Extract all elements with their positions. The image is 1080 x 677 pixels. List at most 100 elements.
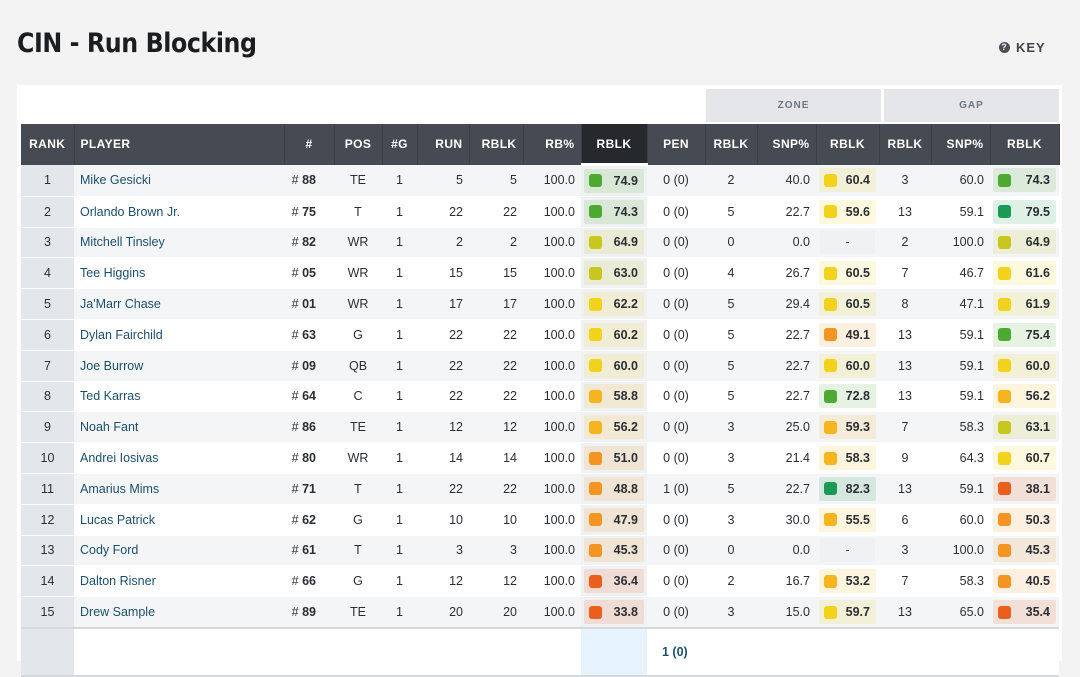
cell-games: 1 (382, 319, 417, 351)
cell-pen: 0 (0) (647, 442, 705, 474)
grade-badge: 61.6 (993, 261, 1056, 286)
cell-rank: 8 (21, 381, 74, 413)
cell-player[interactable]: Cody Ford (74, 535, 284, 567)
grade-swatch-icon (589, 605, 602, 619)
grade-swatch-icon (998, 389, 1011, 403)
table-row: 13 Cody Ford # 61 T 1 3 3 100.0 45.3 0 (0) 0 0.0-3 1… (21, 535, 1059, 567)
grade-value: 82.3 (845, 481, 870, 496)
grade-badge: 62.2 (584, 292, 644, 317)
totals-pen: 1 (0) (647, 626, 705, 677)
grade-value: 62.2 (613, 297, 638, 312)
grade-swatch-icon (589, 359, 602, 373)
cell-pos: TE (334, 596, 382, 629)
cell-player[interactable]: Dylan Fairchild (74, 319, 284, 351)
cell-player[interactable]: Joe Burrow (74, 350, 284, 382)
key-button[interactable]: ? KEY (999, 40, 1046, 55)
grade-badge: 60.0 (993, 353, 1056, 378)
grade-badge: 36.4 (584, 569, 644, 594)
grade-badge: 56.2 (993, 384, 1056, 409)
cell-gap-rblk-grade: 74.3 (990, 164, 1059, 197)
cell-zone-rblk: 3 (705, 596, 757, 629)
cell-games: 1 (382, 565, 417, 598)
grade-swatch-icon (824, 266, 837, 280)
cell-zone-rblk: 2 (705, 565, 757, 598)
cell-zone-rblk-grade: 72.8 (816, 381, 879, 413)
cell-pen: 1 (0) (647, 473, 705, 505)
col-header-gap-snp-pct[interactable]: SNP% (931, 124, 991, 165)
col-header-pen[interactable]: PEN (647, 124, 706, 165)
col-header-player[interactable]: PLAYER (74, 124, 285, 165)
cell-jersey: # 80 (284, 442, 334, 474)
cell-zone-rblk-grade: - (816, 227, 879, 259)
table-row: 4 Tee Higgins # 05 WR 1 15 15 100.0 63.0 0 (0) 4 26… (21, 257, 1059, 290)
cell-jersey: # 82 (284, 227, 334, 259)
grade-value: 35.4 (1025, 605, 1050, 620)
cell-pen: 0 (0) (647, 196, 705, 228)
cell-games: 1 (382, 350, 417, 382)
cell-run: 22 (417, 381, 469, 413)
col-header-rblk[interactable]: RBLK (469, 124, 524, 165)
col-header-zone-rblk[interactable]: RBLK (705, 124, 758, 165)
col-header-rank[interactable]: RANK (21, 124, 75, 165)
col-header-rb-pct[interactable]: RB% (523, 124, 582, 165)
cell-player[interactable]: Amarius Mims (74, 473, 284, 505)
column-header-row: RANK PLAYER # POS #G RUN RBLK RB% RBLK PEN RBLK SNP… (21, 124, 1060, 166)
col-header-games[interactable]: #G (382, 124, 418, 165)
grade-badge: 53.2 (819, 569, 876, 594)
cell-player[interactable]: Ja'Marr Chase (74, 288, 284, 320)
cell-player[interactable]: Orlando Brown Jr. (74, 196, 284, 228)
cell-player[interactable]: Drew Sample (74, 596, 284, 629)
col-header-pos[interactable]: POS (334, 124, 383, 165)
cell-pos: G (334, 319, 382, 351)
col-header-zone-snp-pct[interactable]: SNP% (757, 124, 817, 165)
totals-rblk-cell (581, 626, 647, 677)
cell-run: 10 (417, 504, 469, 536)
table-row: 11 Amarius Mims # 71 T 1 22 22 100.0 48.8 1 (0) 5 2… (21, 473, 1059, 505)
cell-player[interactable]: Ted Karras (74, 381, 284, 413)
cell-rblk: 17 (469, 288, 523, 320)
cell-rblk: 10 (469, 504, 523, 536)
cell-player[interactable]: Noah Fant (74, 411, 284, 444)
cell-player[interactable]: Dalton Risner (74, 565, 284, 598)
grade-swatch-icon (589, 389, 602, 403)
cell-player[interactable]: Tee Higgins (74, 257, 284, 290)
col-header-jersey[interactable]: # (284, 124, 335, 165)
grade-swatch-icon (998, 543, 1011, 557)
grade-swatch-icon (824, 420, 837, 434)
grade-value: 74.9 (613, 173, 638, 188)
cell-rb-pct: 100.0 (523, 257, 581, 290)
cell-player[interactable]: Lucas Patrick (74, 504, 284, 536)
cell-rblk-grade: 74.9 (581, 164, 647, 197)
cell-gap-rblk-grade: 63.1 (990, 411, 1059, 444)
col-header-zone-rblk-grade[interactable]: RBLK (816, 124, 880, 165)
cell-player[interactable]: Andrei Iosivas (74, 442, 284, 474)
cell-zone-rblk-grade: 82.3 (816, 473, 879, 505)
col-header-gap-rblk-grade[interactable]: RBLK (990, 124, 1060, 165)
cell-run: 5 (417, 164, 469, 197)
grade-swatch-icon (998, 359, 1011, 373)
cell-games: 1 (382, 596, 417, 629)
cell-zone-rblk-grade: 60.5 (816, 288, 879, 320)
page-title: CIN - Run Blocking (17, 28, 257, 59)
cell-rank: 14 (21, 565, 74, 598)
col-header-rblk-grade[interactable]: RBLK (581, 124, 648, 166)
grade-value: 63.0 (613, 266, 638, 281)
col-header-run[interactable]: RUN (417, 124, 470, 165)
grade-value: 56.2 (1025, 389, 1050, 404)
cell-zone-snp-pct: 16.7 (757, 565, 816, 598)
question-circle-icon: ? (999, 42, 1010, 53)
cell-run: 22 (417, 350, 469, 382)
cell-player[interactable]: Mitchell Tinsley (74, 227, 284, 259)
cell-pen: 0 (0) (647, 257, 705, 290)
cell-pos: TE (334, 164, 382, 197)
cell-pen: 0 (0) (647, 565, 705, 598)
cell-rblk: 22 (469, 196, 523, 228)
table-row: 15 Drew Sample # 89 TE 1 20 20 100.0 33.8 0 (0) 3 1… (21, 596, 1059, 629)
grade-swatch-icon (998, 205, 1011, 219)
cell-player[interactable]: Mike Gesicki (74, 164, 284, 197)
cell-rank: 7 (21, 350, 74, 382)
cell-gap-rblk-grade: 79.5 (990, 196, 1059, 228)
cell-rb-pct: 100.0 (523, 319, 581, 351)
cell-gap-rblk-grade: 45.3 (990, 535, 1059, 567)
col-header-gap-rblk[interactable]: RBLK (879, 124, 932, 165)
